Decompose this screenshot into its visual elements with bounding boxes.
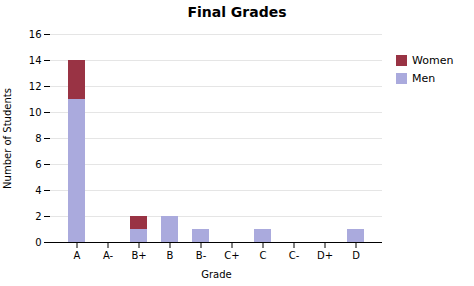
svg-text:C: C bbox=[260, 250, 267, 261]
svg-text:12: 12 bbox=[29, 81, 42, 92]
html-text:Final Grades: Final Grades bbox=[187, 4, 287, 20]
svg-text:C-: C- bbox=[289, 250, 300, 261]
html-text:Men: Men bbox=[412, 72, 436, 85]
svg-text:10: 10 bbox=[29, 107, 42, 118]
svg-text:16: 16 bbox=[29, 29, 42, 40]
svg-text:14: 14 bbox=[29, 55, 42, 66]
svg-text:A: A bbox=[74, 250, 81, 261]
svg-text:C+: C+ bbox=[224, 250, 239, 261]
svg-text:A-: A- bbox=[103, 250, 114, 261]
svg-text:0: 0 bbox=[35, 237, 41, 248]
svg-text:B: B bbox=[167, 250, 174, 261]
svg-text:D: D bbox=[352, 250, 360, 261]
svg-text:4: 4 bbox=[35, 185, 41, 196]
svg-text:8: 8 bbox=[35, 133, 41, 144]
svg-text:B-: B- bbox=[196, 250, 207, 261]
svg-text:6: 6 bbox=[35, 159, 41, 170]
svg-text:Grade: Grade bbox=[201, 269, 232, 280]
svg-text:Number of Students: Number of Students bbox=[2, 88, 13, 189]
svg-text:D+: D+ bbox=[317, 250, 333, 261]
svg-text:B+: B+ bbox=[131, 250, 146, 261]
svg-text:2: 2 bbox=[35, 211, 41, 222]
html-text:Women: Women bbox=[412, 54, 454, 67]
